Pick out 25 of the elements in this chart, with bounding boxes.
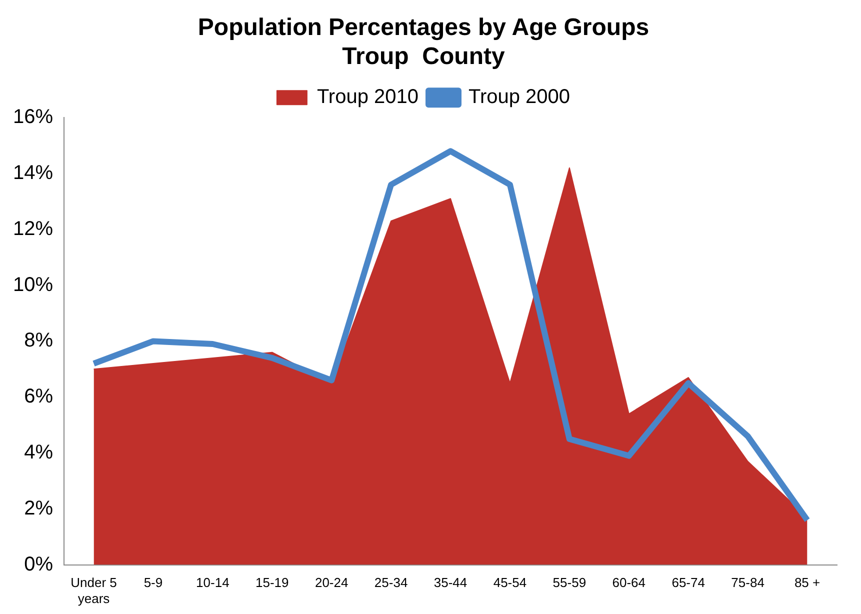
x-tick-label: 45-54	[493, 575, 527, 590]
x-tick-label: 55-59	[552, 575, 586, 590]
x-tick-label: 75-84	[731, 575, 764, 590]
x-tick-label: 85 +	[794, 575, 820, 590]
x-tick-label: 5-9	[144, 575, 163, 590]
x-tick-label: 65-74	[672, 575, 705, 590]
y-tick-label: 0%	[24, 553, 54, 576]
y-tick-label: 2%	[24, 497, 54, 520]
y-tick-label: 10%	[13, 274, 54, 296]
x-tick-label: 35-44	[434, 575, 468, 590]
x-tick-label: Under 5 years	[70, 575, 117, 606]
y-tick-label: 4%	[24, 442, 54, 464]
legend-label: Troup 2010	[316, 86, 419, 108]
y-tick-label: 14%	[13, 162, 54, 184]
y-tick-label: 16%	[13, 106, 54, 128]
legend-label: Troup 2000	[468, 86, 570, 108]
y-tick-label: 6%	[24, 386, 54, 408]
x-tick-label: 15-19	[256, 575, 289, 590]
x-tick-label: 20-24	[314, 575, 348, 590]
y-tick-label: 12%	[13, 218, 54, 240]
y-tick-label: 8%	[24, 330, 54, 352]
chart-title: Population Percentages by Age Groups Troup County	[198, 14, 650, 70]
x-tick-label: 10-14	[196, 575, 230, 590]
x-tick-label: 60-64	[612, 575, 646, 590]
x-tick-label: 25-34	[374, 575, 408, 590]
